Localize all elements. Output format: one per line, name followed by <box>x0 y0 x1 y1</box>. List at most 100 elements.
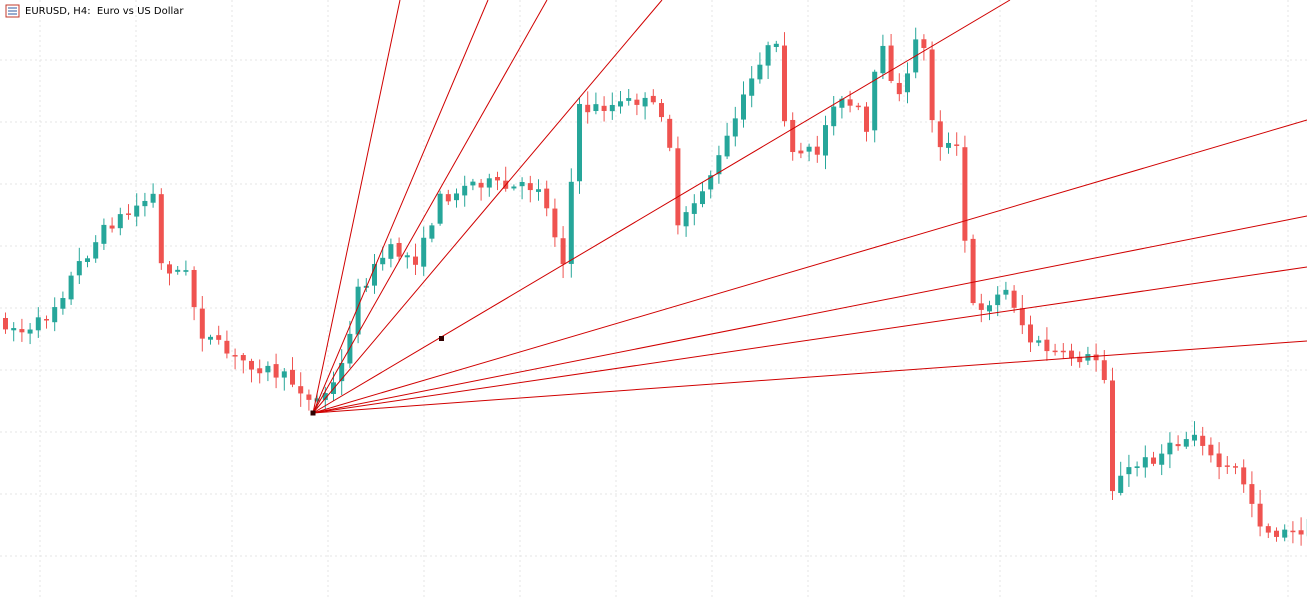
candle-body <box>19 329 25 333</box>
candle-body <box>1101 360 1107 380</box>
candle-body <box>1200 435 1206 446</box>
candle-body <box>1216 453 1222 468</box>
candle-body <box>134 205 140 217</box>
candle-body <box>995 294 1001 306</box>
candle-body <box>618 101 623 107</box>
fan-line <box>312 340 1307 414</box>
fan-line <box>312 266 1307 414</box>
candle-body <box>577 103 582 182</box>
candle-body <box>568 181 574 264</box>
candle-body <box>1183 439 1189 447</box>
candle-body <box>44 319 49 321</box>
candle-body <box>814 146 820 155</box>
candle-body <box>716 155 722 175</box>
candle-body <box>937 121 943 148</box>
candle-body <box>52 307 58 323</box>
candle-body <box>1233 466 1238 468</box>
candle-body <box>1142 457 1148 468</box>
candle-body <box>1019 308 1025 326</box>
candle-body <box>1003 289 1009 295</box>
candle-body <box>724 135 730 157</box>
candle-body <box>527 183 533 191</box>
candle-body <box>1175 444 1181 447</box>
fan-line <box>312 0 663 414</box>
candle-body <box>76 261 82 276</box>
candle-body <box>150 193 156 203</box>
candle-body <box>782 45 787 122</box>
candle-body <box>1208 444 1214 456</box>
candle-body <box>847 99 853 106</box>
candle-body <box>609 104 615 112</box>
candle-body <box>478 182 484 188</box>
candle-body <box>413 256 418 265</box>
candle-body <box>511 186 517 189</box>
candle-body <box>339 362 345 382</box>
candle-body <box>3 318 8 330</box>
candle-body <box>970 238 976 304</box>
fan-line <box>312 0 548 414</box>
candle-body <box>749 78 755 96</box>
candle-body <box>232 355 238 357</box>
candle-body <box>593 104 599 112</box>
fan-anchor <box>310 410 316 416</box>
candle-body <box>1060 350 1066 353</box>
candle-body <box>1274 530 1279 537</box>
candle-body <box>93 242 99 259</box>
candle-body <box>265 365 271 373</box>
candle-body <box>1126 467 1132 475</box>
candle-body <box>765 45 771 66</box>
candle-body <box>60 298 66 309</box>
candle-body <box>437 193 443 224</box>
candle-body <box>708 175 714 190</box>
candle-body <box>1134 466 1140 469</box>
candle-body <box>560 238 566 265</box>
candle-body <box>429 225 435 239</box>
candle-body <box>519 182 525 187</box>
candle-body <box>281 371 287 378</box>
candle-body <box>946 142 951 148</box>
candle-body <box>462 185 468 196</box>
candle-body <box>700 191 705 205</box>
candle-body <box>888 45 894 81</box>
candle-body <box>626 98 632 101</box>
candle-body <box>741 94 746 120</box>
fan-handle <box>439 336 444 341</box>
candle-body <box>175 269 181 272</box>
candle-body <box>314 398 320 402</box>
candle-body <box>790 119 796 153</box>
candle-body <box>1167 442 1173 455</box>
candle-body <box>905 73 910 93</box>
candle-body <box>1077 356 1083 363</box>
candle-body <box>240 355 246 361</box>
candle-body <box>929 49 935 121</box>
candle-body <box>823 125 828 156</box>
candle-body <box>1241 467 1247 485</box>
candle-body <box>470 181 476 186</box>
chart-title: EURUSD, H4: Euro vs US Dollar <box>25 6 184 17</box>
fan-lines <box>310 0 1307 416</box>
candle-body <box>85 258 90 262</box>
candle-body <box>896 82 902 95</box>
candle-body <box>1249 484 1255 504</box>
candle-body <box>298 386 304 394</box>
candle-body <box>683 212 689 227</box>
candle-body <box>1265 526 1271 533</box>
candle-body <box>290 369 295 385</box>
candle-body <box>454 193 459 201</box>
candle-body <box>1052 350 1058 353</box>
candle-body <box>1093 354 1099 361</box>
candle-body <box>1257 503 1263 527</box>
candle-body <box>372 263 377 286</box>
candle-body <box>396 242 402 257</box>
candle-body <box>872 71 878 131</box>
candle-body <box>650 95 656 103</box>
candle-body <box>117 214 123 229</box>
candle-body <box>495 176 500 181</box>
candle-body <box>757 64 763 80</box>
candle-body <box>35 317 41 331</box>
candle-body <box>1118 475 1124 493</box>
candle-body <box>642 97 648 107</box>
candle-body <box>257 368 263 374</box>
candle-body <box>142 200 148 207</box>
